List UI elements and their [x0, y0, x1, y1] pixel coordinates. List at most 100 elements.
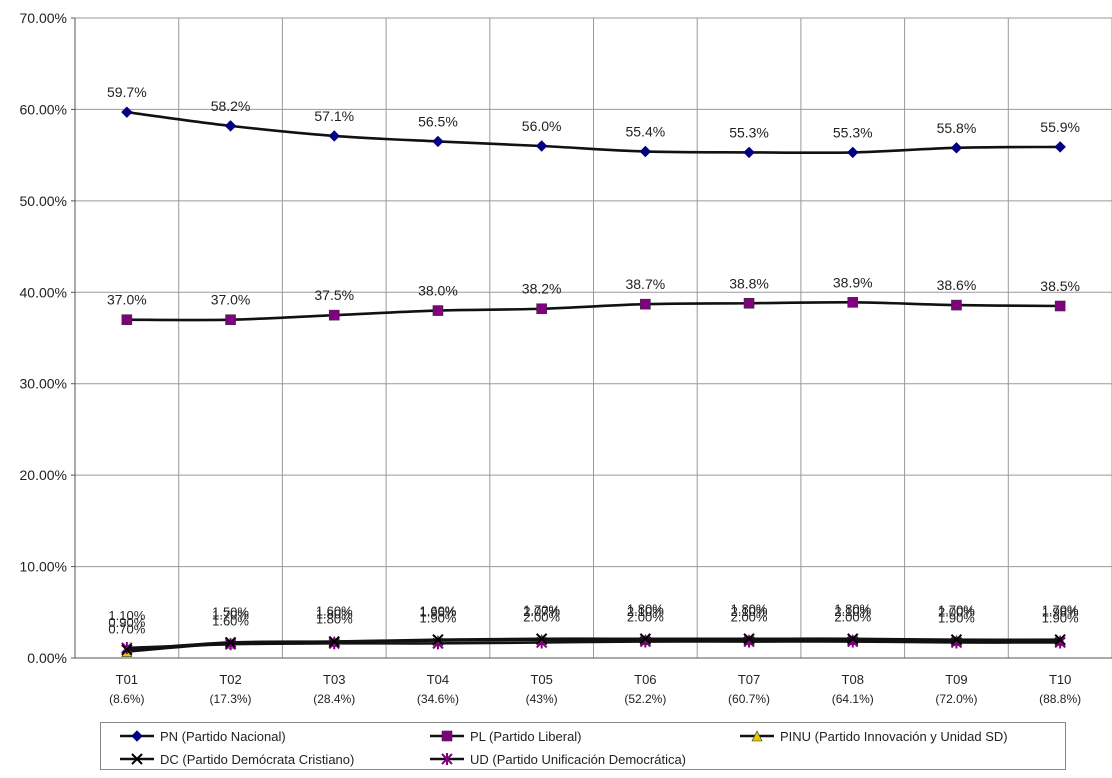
- data-point: [224, 636, 237, 649]
- data-label: 1.60%: [212, 613, 249, 628]
- data-point: [951, 299, 962, 311]
- data-label: 59.7%: [107, 84, 147, 100]
- x-tick-label: T01: [116, 672, 138, 687]
- data-label: 1.80%: [316, 612, 353, 627]
- legend-marker: [441, 753, 453, 765]
- data-label: 57.1%: [314, 108, 354, 124]
- grid-layer: [74, 17, 1112, 659]
- legend-marker: [131, 730, 143, 742]
- x-tick-label: T05: [530, 672, 552, 687]
- legend-label: DC (Partido Demócrata Cristiano): [160, 752, 354, 767]
- x-tick-label: T02: [219, 672, 241, 687]
- data-label: 56.5%: [418, 113, 458, 129]
- data-point: [640, 298, 651, 310]
- data-label: 1.50%: [212, 604, 249, 619]
- data-label: 1.10%: [108, 608, 145, 623]
- series-line: [126, 110, 1061, 155]
- data-point: [535, 140, 548, 152]
- data-label: 1.60%: [316, 603, 353, 618]
- series-1: [121, 106, 1066, 159]
- data-point: [1054, 141, 1066, 153]
- x-tick-sublabel: (34.6%): [417, 692, 459, 706]
- legend-item: PL (Partido Liberal): [430, 729, 582, 744]
- series-2: [121, 297, 1066, 326]
- data-point: [432, 634, 444, 646]
- data-label: 1.70%: [523, 602, 560, 617]
- data-point: [225, 314, 236, 326]
- data-label: 0.90%: [108, 615, 145, 630]
- data-label: 55.3%: [833, 124, 873, 140]
- data-point: [847, 146, 859, 159]
- legend-item: PINU (Partido Innovación y Unidad SD): [740, 729, 1008, 744]
- data-point: [328, 637, 340, 650]
- data-label: 2.10%: [731, 604, 768, 619]
- data-label: 2.00%: [731, 610, 768, 625]
- data-point: [1054, 634, 1066, 646]
- data-label: 1.70%: [212, 607, 249, 622]
- x-tick-sublabel: (43%): [526, 692, 558, 706]
- x-tick-label: T07: [738, 672, 760, 687]
- data-label: 38.2%: [522, 281, 562, 297]
- axis-layer: 0.00% 10.00% 20.00% 30.00% 40.00% 50.00% 60.00…: [20, 10, 1112, 706]
- series-layer: [121, 106, 1066, 657]
- series-line: [126, 637, 1061, 652]
- data-label: 1.70%: [1042, 602, 1079, 617]
- data-point: [743, 297, 755, 309]
- x-tick-label: T09: [945, 672, 967, 687]
- legend-item: PN (Partido Nacional): [120, 729, 286, 744]
- legend-item: DC (Partido Demócrata Cristiano): [120, 752, 354, 767]
- data-point: [328, 130, 340, 142]
- x-tick-sublabel: (52.2%): [624, 692, 666, 706]
- x-tick-sublabel: (8.6%): [109, 692, 144, 706]
- data-point: [743, 633, 755, 645]
- data-point: [121, 314, 133, 326]
- data-label: 56.0%: [522, 118, 562, 134]
- data-point: [432, 305, 444, 316]
- data-label: 2.07%: [523, 604, 560, 619]
- series-line: [126, 300, 1061, 322]
- data-point: [121, 644, 133, 656]
- data-label: 55.8%: [937, 120, 977, 136]
- data-label: 1.80%: [834, 602, 871, 617]
- data-label: 38.8%: [729, 275, 769, 291]
- data-label: 1.60%: [420, 603, 457, 618]
- legend-marker: [131, 753, 143, 765]
- data-point: [950, 634, 963, 646]
- data-label: 1.90%: [420, 611, 457, 626]
- series-line: [126, 640, 1061, 650]
- data-point: [639, 633, 652, 645]
- data-label: 37.5%: [314, 287, 354, 303]
- data-label: 2.00%: [627, 610, 664, 625]
- legend-frame: [100, 722, 1066, 770]
- data-point: [328, 309, 340, 321]
- x-tick-sublabel: (28.4%): [313, 692, 355, 706]
- data-point: [432, 135, 444, 148]
- data-label: 38.9%: [833, 274, 873, 290]
- series-4: [121, 633, 1066, 656]
- y-tick-label: 50.00%: [20, 193, 67, 209]
- data-label: 2.10%: [834, 604, 871, 619]
- legend-marker: [751, 730, 763, 742]
- data-point: [535, 633, 548, 645]
- data-label: 2.00%: [834, 610, 871, 625]
- y-tick-label: 60.00%: [20, 101, 67, 117]
- data-label-layer: 0.70%1.60% 1.80% 1.90% 2.00% 2.00% 2.00% 2.00%…: [107, 84, 1080, 636]
- data-label: 1.96%: [420, 605, 457, 620]
- data-label: 38.5%: [1040, 278, 1080, 294]
- data-label: 55.4%: [625, 123, 665, 139]
- data-label: 38.6%: [937, 277, 977, 293]
- x-tick-sublabel: (17.3%): [210, 692, 252, 706]
- data-point: [847, 633, 859, 645]
- data-label: 1.70%: [938, 602, 975, 617]
- y-tick-label: 70.00%: [20, 10, 67, 26]
- data-point: [224, 120, 237, 132]
- data-label: 1.80%: [316, 607, 353, 622]
- x-tick-sublabel: (60.7%): [728, 692, 770, 706]
- y-tick-label: 40.00%: [20, 284, 67, 300]
- legend-label: UD (Partido Unificación Democrática): [470, 752, 686, 767]
- x-tick-label: T06: [634, 672, 656, 687]
- data-label: 1.80%: [627, 602, 664, 617]
- data-point: [536, 303, 547, 315]
- x-tick-label: T08: [842, 672, 864, 687]
